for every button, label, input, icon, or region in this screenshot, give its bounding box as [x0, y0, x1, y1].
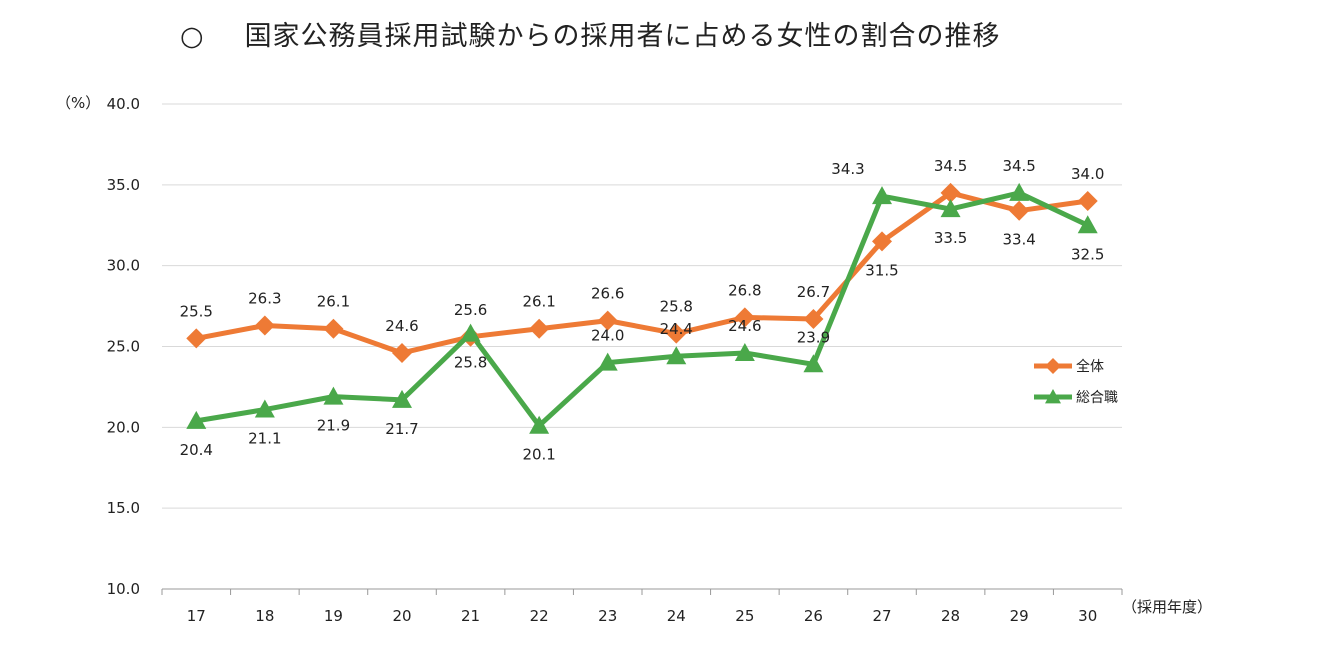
- series-line-overall: [195, 190, 1089, 356]
- data-label: 24.4: [660, 320, 693, 338]
- x-tick-label: 21: [461, 607, 480, 625]
- data-label: 24.0: [591, 327, 624, 345]
- data-label: 25.8: [660, 298, 693, 316]
- x-tick-label: 17: [187, 607, 206, 625]
- legend-triangle-marker: [1045, 389, 1061, 404]
- series-lines: [195, 190, 1089, 429]
- data-label: 25.8: [454, 354, 487, 372]
- title-text: 国家公務員採用試験からの採用者に占める女性の割合の推移: [244, 21, 1001, 52]
- data-label: 34.5: [934, 157, 967, 175]
- data-label: 20.1: [522, 446, 555, 464]
- x-axis: 17 18 19 20 21 22 23 24 25 26 27 28 29 30: [161, 589, 1123, 625]
- diamond-marker: [529, 318, 550, 339]
- y-tick-label: 20.0: [107, 418, 140, 436]
- x-tick-label: 22: [530, 607, 549, 625]
- series-line-sougoushoku: [195, 190, 1089, 429]
- x-tick-label: 24: [667, 607, 686, 625]
- diamond-marker: [323, 318, 344, 339]
- diamond-marker: [1077, 191, 1098, 211]
- data-label: 33.5: [934, 229, 967, 247]
- triangle-marker: [529, 415, 550, 434]
- legend-diamond-marker: [1045, 358, 1061, 374]
- data-label: 26.7: [797, 283, 830, 301]
- diamond-marker: [872, 231, 892, 252]
- data-label: 26.3: [248, 289, 281, 307]
- diamond-marker: [734, 307, 755, 328]
- chart-title: ○ 国家公務員採用試験からの採用者に占める女性の割合の推移: [0, 14, 1334, 53]
- x-tick-label: 20: [392, 607, 411, 625]
- data-label: 21.9: [317, 417, 350, 435]
- triangle-marker: [1009, 182, 1030, 201]
- triangle-marker: [460, 323, 481, 342]
- data-label: 34.0: [1071, 165, 1104, 183]
- triangle-marker: [323, 386, 344, 405]
- x-tick-label: 23: [598, 607, 617, 625]
- triangle-marker: [872, 186, 892, 205]
- y-tick-label: 25.0: [107, 338, 140, 356]
- x-axis-label: （採用年度）: [1122, 598, 1212, 616]
- diamond-marker: [940, 182, 961, 203]
- data-label: 26.8: [728, 281, 761, 299]
- data-label: 24.6: [728, 317, 761, 335]
- triangle-marker: [254, 399, 275, 418]
- diamond-marker: [254, 315, 275, 336]
- x-tick-label: 30: [1078, 607, 1097, 625]
- diamond-marker: [392, 342, 412, 363]
- grid-lines: [162, 103, 1122, 590]
- x-tick-label: 25: [735, 607, 754, 625]
- y-tick-label: 35.0: [107, 176, 140, 194]
- y-tick-label: 40.0: [107, 95, 140, 113]
- data-label: 31.5: [865, 261, 898, 279]
- y-tick-label: 10.0: [107, 580, 140, 598]
- y-tick-label: 15.0: [107, 499, 140, 517]
- title-bullet: ○: [180, 21, 205, 52]
- y-axis-ticks: 10.0 15.0 20.0 25.0 30.0 35.0 40.0: [107, 95, 140, 598]
- legend-entry: 全体: [1076, 358, 1104, 375]
- data-label: 25.6: [454, 301, 487, 319]
- series-markers: [186, 182, 1098, 434]
- diamond-marker: [597, 310, 618, 331]
- data-label: 21.7: [385, 420, 418, 438]
- data-label: 20.4: [180, 441, 213, 459]
- data-label: 26.1: [522, 293, 555, 311]
- data-label: 34.5: [1002, 157, 1035, 175]
- data-label: 26.1: [317, 293, 350, 311]
- triangle-marker: [186, 410, 207, 429]
- y-axis-label: （%）: [56, 94, 100, 112]
- triangle-marker: [666, 346, 687, 365]
- y-tick-label: 30.0: [107, 257, 140, 275]
- x-tick-label: 18: [255, 607, 274, 625]
- data-label: 34.3: [831, 160, 864, 178]
- legend-entry: 総合職: [1076, 390, 1118, 406]
- x-tick-label: 28: [941, 607, 960, 625]
- x-tick-label: 19: [324, 607, 343, 625]
- diamond-marker: [803, 309, 824, 330]
- data-label: 25.5: [180, 302, 213, 320]
- triangle-marker: [940, 199, 961, 218]
- triangle-marker: [734, 342, 755, 361]
- triangle-marker: [1077, 215, 1098, 234]
- triangle-marker: [803, 354, 824, 373]
- x-tick-label: 29: [1010, 607, 1029, 625]
- data-label: 21.1: [248, 430, 281, 448]
- triangle-marker: [392, 389, 412, 408]
- data-label: 32.5: [1071, 245, 1104, 263]
- x-tick-label: 26: [804, 607, 823, 625]
- data-label: 33.4: [1002, 231, 1035, 249]
- data-label: 24.6: [385, 317, 418, 335]
- x-tick-label: 27: [872, 607, 891, 625]
- diamond-marker: [186, 328, 207, 349]
- data-label: 23.9: [797, 328, 830, 346]
- diamond-marker: [666, 323, 687, 344]
- data-labels: 25.5 26.3 26.1 24.6 25.6 26.1 26.6 25.8 26.8 26.7…: [180, 157, 1105, 464]
- triangle-marker: [597, 352, 618, 371]
- data-label: 26.6: [591, 285, 624, 303]
- diamond-marker: [1009, 200, 1030, 221]
